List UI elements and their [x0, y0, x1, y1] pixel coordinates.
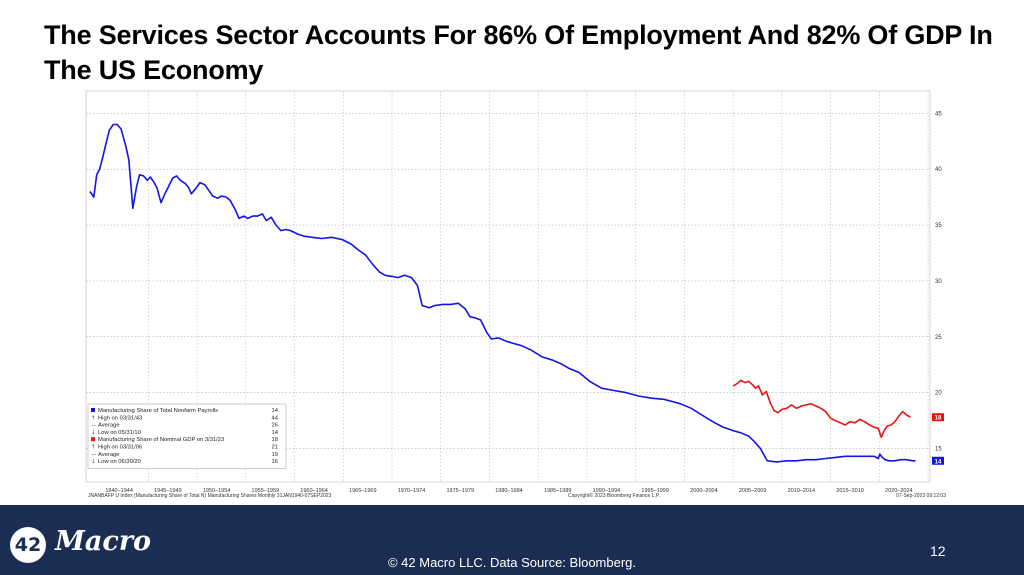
chart-footer-center: Copyright© 2023 Bloomberg Finance L.P. [568, 492, 660, 499]
legend-row-label: High on 03/31/43 [98, 415, 142, 421]
x-tick-label: 2020–2024 [885, 488, 913, 494]
x-tick-label: 1955–1959 [252, 488, 280, 494]
y-tick-label: 35 [935, 223, 942, 229]
y-tick-label: 15 [935, 446, 942, 452]
x-tick-label: 1940–1944 [105, 488, 133, 494]
x-tick-label: 1985–1989 [544, 488, 572, 494]
logo-wordmark: Macro [55, 526, 152, 557]
legend-row-value: 18 [272, 437, 278, 443]
x-tick-label: 1980–1984 [495, 488, 523, 494]
average-icon: — [91, 423, 97, 429]
payrolls-share-line [89, 123, 916, 463]
x-tick-label: 2010–2014 [788, 488, 816, 494]
legend-row-value: 21 [272, 445, 278, 451]
x-tick-label: 2000–2004 [690, 488, 718, 494]
gdp-share-line [732, 379, 911, 439]
legend-box [87, 403, 287, 469]
legend-row-value: 14 [272, 430, 279, 436]
chart-footer-left: JNANBAFP U Index (Manufacturing Share of… [88, 493, 331, 499]
copyright-text: © 42 Macro LLC. Data Source: Bloomberg. [387, 555, 637, 570]
x-tick-label: 1950–1954 [203, 488, 231, 494]
legend-row-value: 16 [272, 459, 278, 465]
legend-row-label: Low on 05/31/10 [98, 430, 141, 436]
legend-row-label: Average [98, 452, 120, 458]
x-tick-label: 1990–1994 [593, 488, 621, 494]
legend-row-value: 44 [272, 415, 279, 421]
arrow-up-icon: ↑ [91, 414, 96, 421]
last-value-tag [932, 413, 944, 422]
legend-row-label: High on 03/31/06 [98, 445, 142, 451]
x-tick-label: 1965–1969 [349, 488, 377, 494]
x-tick-label: 1960–1964 [300, 488, 328, 494]
last-value-tag [932, 456, 944, 465]
average-icon: — [91, 452, 97, 458]
legend-row-label: Average [98, 423, 120, 429]
legend-row-value: 26 [272, 423, 278, 429]
legend-swatch-blue [91, 408, 95, 412]
axes: 15 20 25 30 35 40 45 1940–1944 1945–1949 1950–195… [105, 111, 944, 494]
series-lines [89, 123, 916, 463]
x-tick-label: 2005–2009 [739, 488, 767, 494]
y-tick-label: 45 [935, 111, 942, 117]
y-tick-label: 25 [935, 335, 942, 341]
slide-footer [0, 505, 1024, 575]
page-number: 12 [930, 543, 946, 559]
legend-row-label: Manufacturing Share of Total Nonfarm Pay… [98, 408, 218, 414]
last-value-label: 14 [935, 459, 942, 465]
logo-circle: 42 [10, 527, 46, 563]
x-tick-label: 1970–1974 [398, 488, 426, 494]
legend-row-value: 14 [272, 408, 279, 414]
arrow-down-icon: ↓ [91, 458, 96, 465]
x-tick-label: 1995–1999 [641, 488, 669, 494]
arrow-down-icon: ↓ [91, 429, 96, 436]
manufacturing-share-chart: 15 20 25 30 35 40 45 1940–1944 1945–1949 1950–195… [85, 90, 946, 499]
x-tick-label: 1945–1949 [154, 488, 182, 494]
y-tick-label: 30 [935, 279, 942, 285]
legend: Manufacturing Share of Total Nonfarm Pay… [87, 403, 287, 469]
y-tick-label: 40 [935, 167, 942, 173]
legend-row-label: Low on 06/30/20 [98, 459, 141, 465]
x-tick-label: 2015–2019 [836, 488, 864, 494]
legend-swatch-red [91, 437, 95, 442]
chart-footer-right: 07-Sep-2023 09:12:03 [896, 493, 946, 499]
y-tick-label: 20 [935, 391, 942, 397]
legend-row-value: 19 [272, 452, 278, 458]
last-value-label: 18 [935, 416, 942, 422]
arrow-up-icon: ↑ [91, 444, 96, 451]
legend-row-label: Manufacturing Share of Nominal GDP on 3/… [98, 437, 224, 443]
x-tick-label: 1975–1979 [446, 488, 474, 494]
slide-title: The Services Sector Accounts For 86% Of … [44, 20, 993, 85]
